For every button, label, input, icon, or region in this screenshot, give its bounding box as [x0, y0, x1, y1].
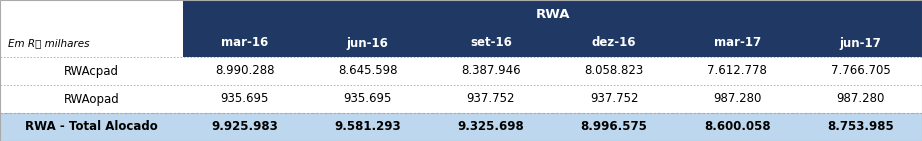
- Text: jun-17: jun-17: [840, 37, 881, 49]
- Text: RWA: RWA: [536, 8, 570, 21]
- Bar: [183, 0, 922, 29]
- Text: 937.752: 937.752: [467, 92, 515, 105]
- Text: RWAcpad: RWAcpad: [64, 64, 119, 78]
- Text: 7.766.705: 7.766.705: [831, 64, 891, 78]
- Text: 7.612.778: 7.612.778: [707, 64, 767, 78]
- Text: 9.581.293: 9.581.293: [335, 121, 401, 134]
- Text: 987.280: 987.280: [836, 92, 884, 105]
- Text: 8.387.946: 8.387.946: [461, 64, 521, 78]
- Text: 987.280: 987.280: [713, 92, 762, 105]
- Bar: [0, 85, 922, 113]
- Text: 8.753.985: 8.753.985: [827, 121, 893, 134]
- Text: 8.996.575: 8.996.575: [581, 121, 647, 134]
- Bar: [0, 0, 183, 29]
- Text: RWAopad: RWAopad: [64, 92, 119, 105]
- Bar: [183, 29, 922, 57]
- Text: RWA - Total Alocado: RWA - Total Alocado: [25, 121, 158, 134]
- Text: 8.600.058: 8.600.058: [703, 121, 771, 134]
- Text: mar-17: mar-17: [714, 37, 761, 49]
- Text: set-16: set-16: [470, 37, 512, 49]
- Text: jun-16: jun-16: [347, 37, 389, 49]
- Text: 9.325.698: 9.325.698: [457, 121, 525, 134]
- Text: 8.058.823: 8.058.823: [585, 64, 644, 78]
- Bar: [0, 57, 922, 85]
- Text: 8.645.598: 8.645.598: [338, 64, 397, 78]
- Text: Em RⓈ milhares: Em RⓈ milhares: [8, 38, 89, 48]
- Text: 935.695: 935.695: [344, 92, 392, 105]
- Text: 937.752: 937.752: [590, 92, 638, 105]
- Text: 935.695: 935.695: [220, 92, 269, 105]
- Text: 9.925.983: 9.925.983: [211, 121, 278, 134]
- Bar: [0, 29, 183, 57]
- Text: 8.990.288: 8.990.288: [215, 64, 275, 78]
- Text: mar-16: mar-16: [221, 37, 268, 49]
- Bar: [0, 113, 922, 141]
- Text: dez-16: dez-16: [592, 37, 636, 49]
